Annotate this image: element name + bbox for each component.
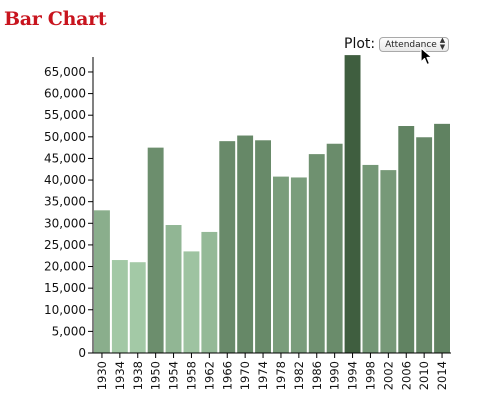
bar-1954[interactable] <box>165 225 182 353</box>
bar-2006[interactable] <box>398 126 415 353</box>
plot-select[interactable]: Attendance ▲ ▼ <box>379 36 450 52</box>
x-tick-label: 1938 <box>131 361 145 390</box>
x-tick-label: 1986 <box>310 361 324 390</box>
bar-1950[interactable] <box>147 147 164 353</box>
y-tick-label: 60,000 <box>44 87 86 101</box>
y-tick-label: 65,000 <box>44 65 86 79</box>
bar-1998[interactable] <box>362 164 379 353</box>
bar-2002[interactable] <box>380 170 397 353</box>
y-tick-label: 55,000 <box>44 108 86 122</box>
arrow-pointer-icon <box>420 47 433 66</box>
bars-group <box>94 55 450 354</box>
bar-1994[interactable] <box>344 55 361 354</box>
x-tick-label: 1998 <box>363 361 377 390</box>
x-tick-label: 1974 <box>256 361 270 390</box>
x-tick-label: 1950 <box>149 361 163 390</box>
y-tick-label: 45,000 <box>44 151 86 165</box>
bar-1982[interactable] <box>290 177 307 353</box>
y-tick-label: 10,000 <box>44 303 86 317</box>
bar-1974[interactable] <box>255 140 271 353</box>
bar-1970[interactable] <box>237 135 254 353</box>
x-tick-label: 1930 <box>95 361 109 390</box>
chart-title: Bar Chart <box>4 8 107 30</box>
bar-1934[interactable] <box>111 260 128 353</box>
y-tick-label: 30,000 <box>44 216 86 230</box>
bar-1986[interactable] <box>308 154 325 353</box>
plot-control: Plot: Attendance ▲ ▼ <box>344 36 450 52</box>
x-tick-label: 1994 <box>346 361 360 390</box>
bar-1938[interactable] <box>129 262 146 353</box>
y-axis: 0 5,000 10,000 15,000 20,000 25,000 30,000 35,0… <box>44 57 94 360</box>
bar-2010[interactable] <box>416 137 433 353</box>
y-tick-label: 20,000 <box>44 260 86 274</box>
bar-2014[interactable] <box>434 123 450 353</box>
bar-1930[interactable] <box>94 210 110 353</box>
bar-1978[interactable] <box>273 176 289 353</box>
y-tick-label: 15,000 <box>44 281 86 295</box>
x-tick-label: 2010 <box>417 361 431 390</box>
x-tick-label: 1982 <box>292 361 306 390</box>
x-tick-label: 1958 <box>184 361 198 390</box>
x-tick-label: 1954 <box>167 361 181 390</box>
x-tick-label: 1966 <box>220 361 234 390</box>
x-tick-label: 1970 <box>238 361 252 390</box>
y-tick-label: 5,000 <box>52 324 86 338</box>
y-tick-label: 40,000 <box>44 173 86 187</box>
x-axis: 1930 1934 1938 1950 1954 1958 1962 1966 1970 1974… <box>93 352 451 390</box>
x-tick-label: 2006 <box>399 361 413 390</box>
bar-1990[interactable] <box>326 143 343 353</box>
x-tick-label: 2002 <box>381 361 395 390</box>
plot-label: Plot: <box>344 36 376 52</box>
x-tick-label: 2014 <box>435 361 449 390</box>
x-tick-label: 1962 <box>202 361 216 390</box>
x-tick-label: 1978 <box>274 361 288 390</box>
plot-select-value: Attendance <box>385 39 437 50</box>
bar-1962[interactable] <box>201 231 218 353</box>
bar-1966[interactable] <box>219 141 236 353</box>
y-tick-label: 25,000 <box>44 238 86 252</box>
y-tick-label: 0 <box>78 346 86 360</box>
bar-1958[interactable] <box>183 251 200 353</box>
select-arrows-icon: ▲ ▼ <box>439 36 446 51</box>
y-tick-label: 35,000 <box>44 195 86 209</box>
x-tick-label: 1934 <box>113 361 127 390</box>
x-tick-label: 1990 <box>328 361 342 390</box>
y-tick-label: 50,000 <box>44 130 86 144</box>
